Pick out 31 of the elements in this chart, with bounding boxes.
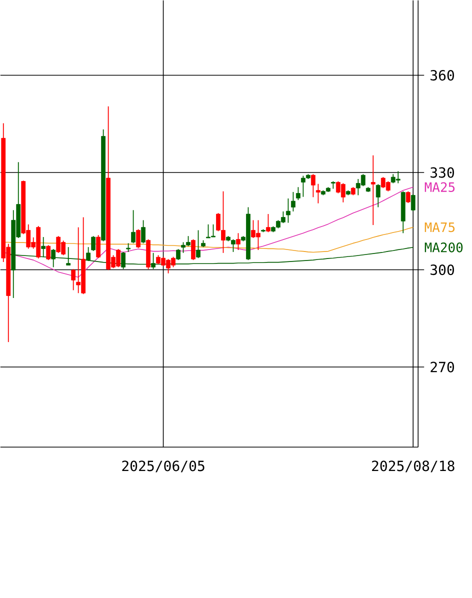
candlestick [131,210,136,244]
y-tick-label: 330 [430,167,454,178]
candlestick [176,248,180,261]
candlestick [91,236,96,252]
x-tick-label: 2025/06/05 [122,460,204,472]
y-tick-label: 360 [430,70,454,81]
candlestick [71,268,76,291]
candlestick [310,174,316,198]
candlestick [296,186,300,201]
candlestick [266,214,270,233]
y-tick-label: 300 [430,264,454,276]
candlestick [370,154,376,226]
candlestick [290,192,296,212]
series-label: MA200 [424,242,463,252]
x-tick-label: 2025/08/18 [372,460,454,472]
candlestick [236,232,240,250]
candlestick [410,194,416,212]
candlestick [406,190,410,204]
y-tick-label: 270 [430,362,454,372]
candlestick [286,198,290,224]
candlestick [136,228,140,249]
candlestick [376,184,380,208]
candlestick [191,238,196,261]
candlestick [316,183,320,204]
candlestick [141,220,146,244]
candlestick [46,244,51,261]
series-label: MA25 [424,182,455,192]
candlestick [96,234,100,259]
candlestick [126,242,130,252]
series-label: MA75 [424,222,455,232]
candlestick [196,230,200,259]
